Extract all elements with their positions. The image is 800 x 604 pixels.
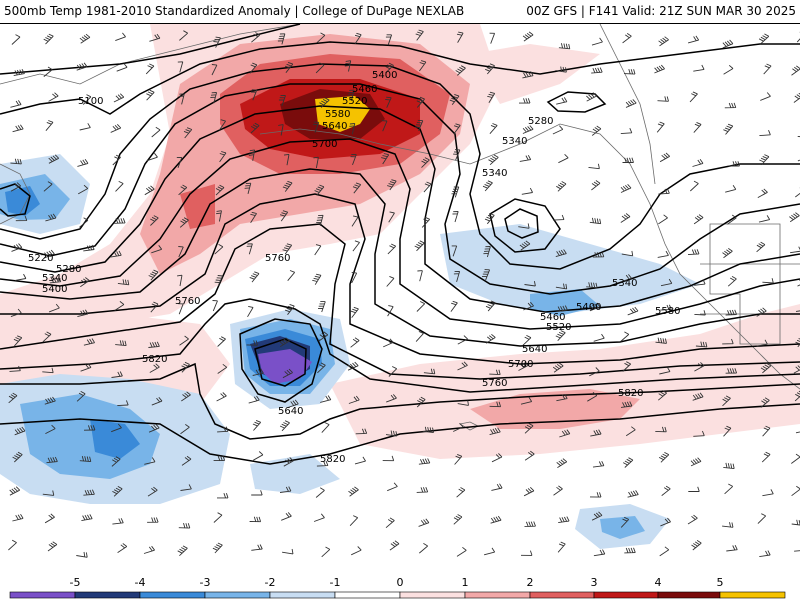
contour-label: 5820 bbox=[320, 454, 345, 465]
colorbar-swatches bbox=[10, 592, 785, 598]
colorbar-swatch bbox=[270, 592, 335, 598]
contour-label: 5340 bbox=[42, 273, 67, 284]
colorbar-label: 0 bbox=[397, 576, 404, 589]
colorbar-label: -1 bbox=[330, 576, 341, 589]
contour-label: 5640 bbox=[278, 406, 303, 417]
colorbar-label: 1 bbox=[462, 576, 469, 589]
map-title: 500mb Temp 1981-2010 Standardized Anomal… bbox=[4, 4, 464, 18]
contour-label: 5520 bbox=[546, 322, 571, 333]
contour-label: 5580 bbox=[655, 306, 680, 317]
contour-label: 5220 bbox=[28, 253, 53, 264]
contour-label: 5400 bbox=[372, 70, 397, 81]
contour-label: 5640 bbox=[322, 121, 347, 132]
header-bar: 500mb Temp 1981-2010 Standardized Anomal… bbox=[0, 0, 800, 24]
contour-label: 5340 bbox=[612, 278, 637, 289]
colorbar-swatch bbox=[75, 592, 140, 598]
contour-label: 5760 bbox=[482, 378, 507, 389]
colorbar-swatch bbox=[140, 592, 205, 598]
colorbar-label: 2 bbox=[527, 576, 534, 589]
colorbar-swatch bbox=[720, 592, 785, 598]
contour-label: 5760 bbox=[175, 296, 200, 307]
colorbar-swatch bbox=[400, 592, 465, 598]
contour-label: 5640 bbox=[522, 344, 547, 355]
contour-label: 5340 bbox=[502, 136, 527, 147]
colorbar-swatch bbox=[594, 592, 658, 598]
contour-label: 5820 bbox=[142, 354, 167, 365]
contour-label: 5700 bbox=[508, 359, 533, 370]
contour-label: 5700 bbox=[312, 139, 337, 150]
model-valid-time: 00Z GFS | F141 Valid: 21Z SUN MAR 30 202… bbox=[526, 4, 796, 18]
contour-label: 5760 bbox=[265, 253, 290, 264]
colorbar-label: -5 bbox=[70, 576, 81, 589]
colorbar-swatch bbox=[335, 592, 400, 598]
contour-label: 5100 bbox=[78, 96, 103, 107]
colorbar: -5 -4 -3 -2 -1 0 1 2 3 4 5 bbox=[0, 574, 800, 600]
contour-label: 5280 bbox=[528, 116, 553, 127]
colorbar-swatch bbox=[205, 592, 270, 598]
colorbar-swatch bbox=[10, 592, 75, 598]
colorbar-swatch bbox=[465, 592, 530, 598]
colorbar-label: -2 bbox=[265, 576, 276, 589]
anomaly-map: 5100 5220 5280 5340 5400 5400 5460 5520 … bbox=[0, 24, 800, 574]
colorbar-label: 4 bbox=[655, 576, 662, 589]
contour-label: 5580 bbox=[325, 109, 350, 120]
contour-label: 5400 bbox=[576, 302, 601, 313]
colorbar-swatch bbox=[530, 592, 594, 598]
colorbar-label: -3 bbox=[200, 576, 211, 589]
contour-label: 5460 bbox=[352, 84, 377, 95]
colorbar-label: -4 bbox=[135, 576, 146, 589]
contour-label: 5400 bbox=[42, 284, 67, 295]
colorbar-label: 5 bbox=[717, 576, 724, 589]
contour-label: 5340 bbox=[482, 168, 507, 179]
colorbar-label: 3 bbox=[591, 576, 598, 589]
contour-label: 5520 bbox=[342, 96, 367, 107]
contour-label: 5820 bbox=[618, 388, 643, 399]
colorbar-swatch bbox=[658, 592, 720, 598]
